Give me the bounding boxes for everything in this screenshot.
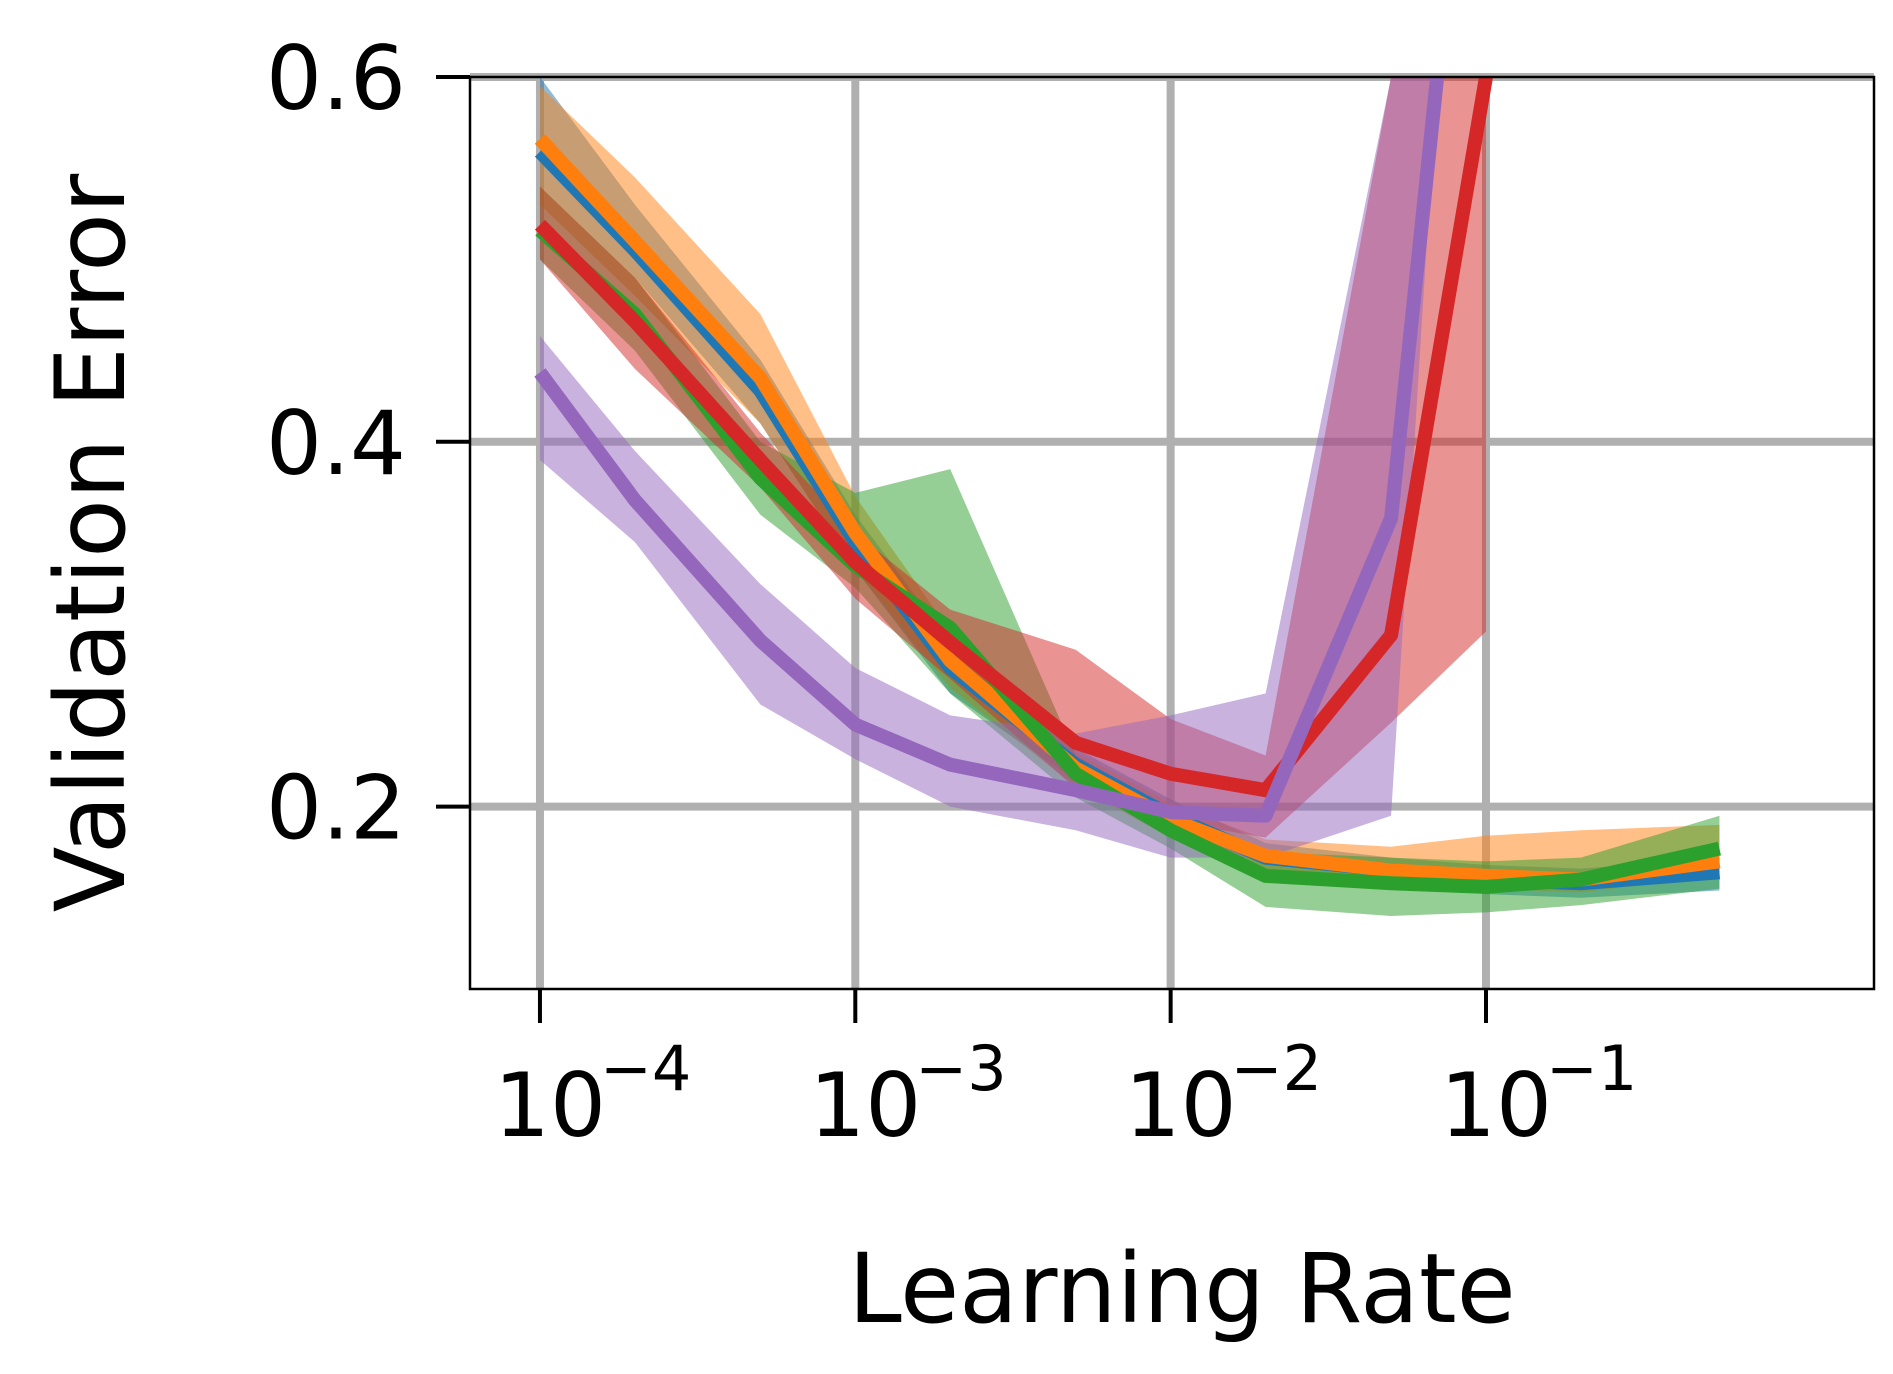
series-4-band	[539, 77, 1438, 858]
series-1-line	[534, 134, 1721, 887]
x-tick-label-2: 10	[1125, 1054, 1237, 1157]
series-lines	[534, 75, 1721, 894]
series-4-line	[534, 76, 1445, 823]
x-tick-exponent-0: −4	[600, 1032, 691, 1105]
x-tick-exponent-3: −1	[1546, 1032, 1637, 1105]
x-tick-exponent-2: −2	[1231, 1032, 1322, 1105]
y-tick-label-0: 0.2	[266, 757, 406, 860]
y-tick-label-2: 0.6	[266, 27, 406, 130]
x-tick-label-3: 10	[1440, 1054, 1552, 1157]
y-tick-label-1: 0.4	[266, 392, 406, 495]
y-axis-label: Validation Error	[35, 173, 147, 912]
series-3-line	[534, 75, 1493, 798]
x-axis-label: Learning Rate	[848, 1233, 1515, 1345]
x-tick-exponent-1: −3	[915, 1032, 1006, 1105]
x-tick-label-1: 10	[809, 1054, 921, 1157]
x-tick-label-0: 10	[494, 1054, 606, 1157]
axis-ticks: 10−4 10−3 10−2 10−10.20.40.6	[266, 27, 1637, 1157]
